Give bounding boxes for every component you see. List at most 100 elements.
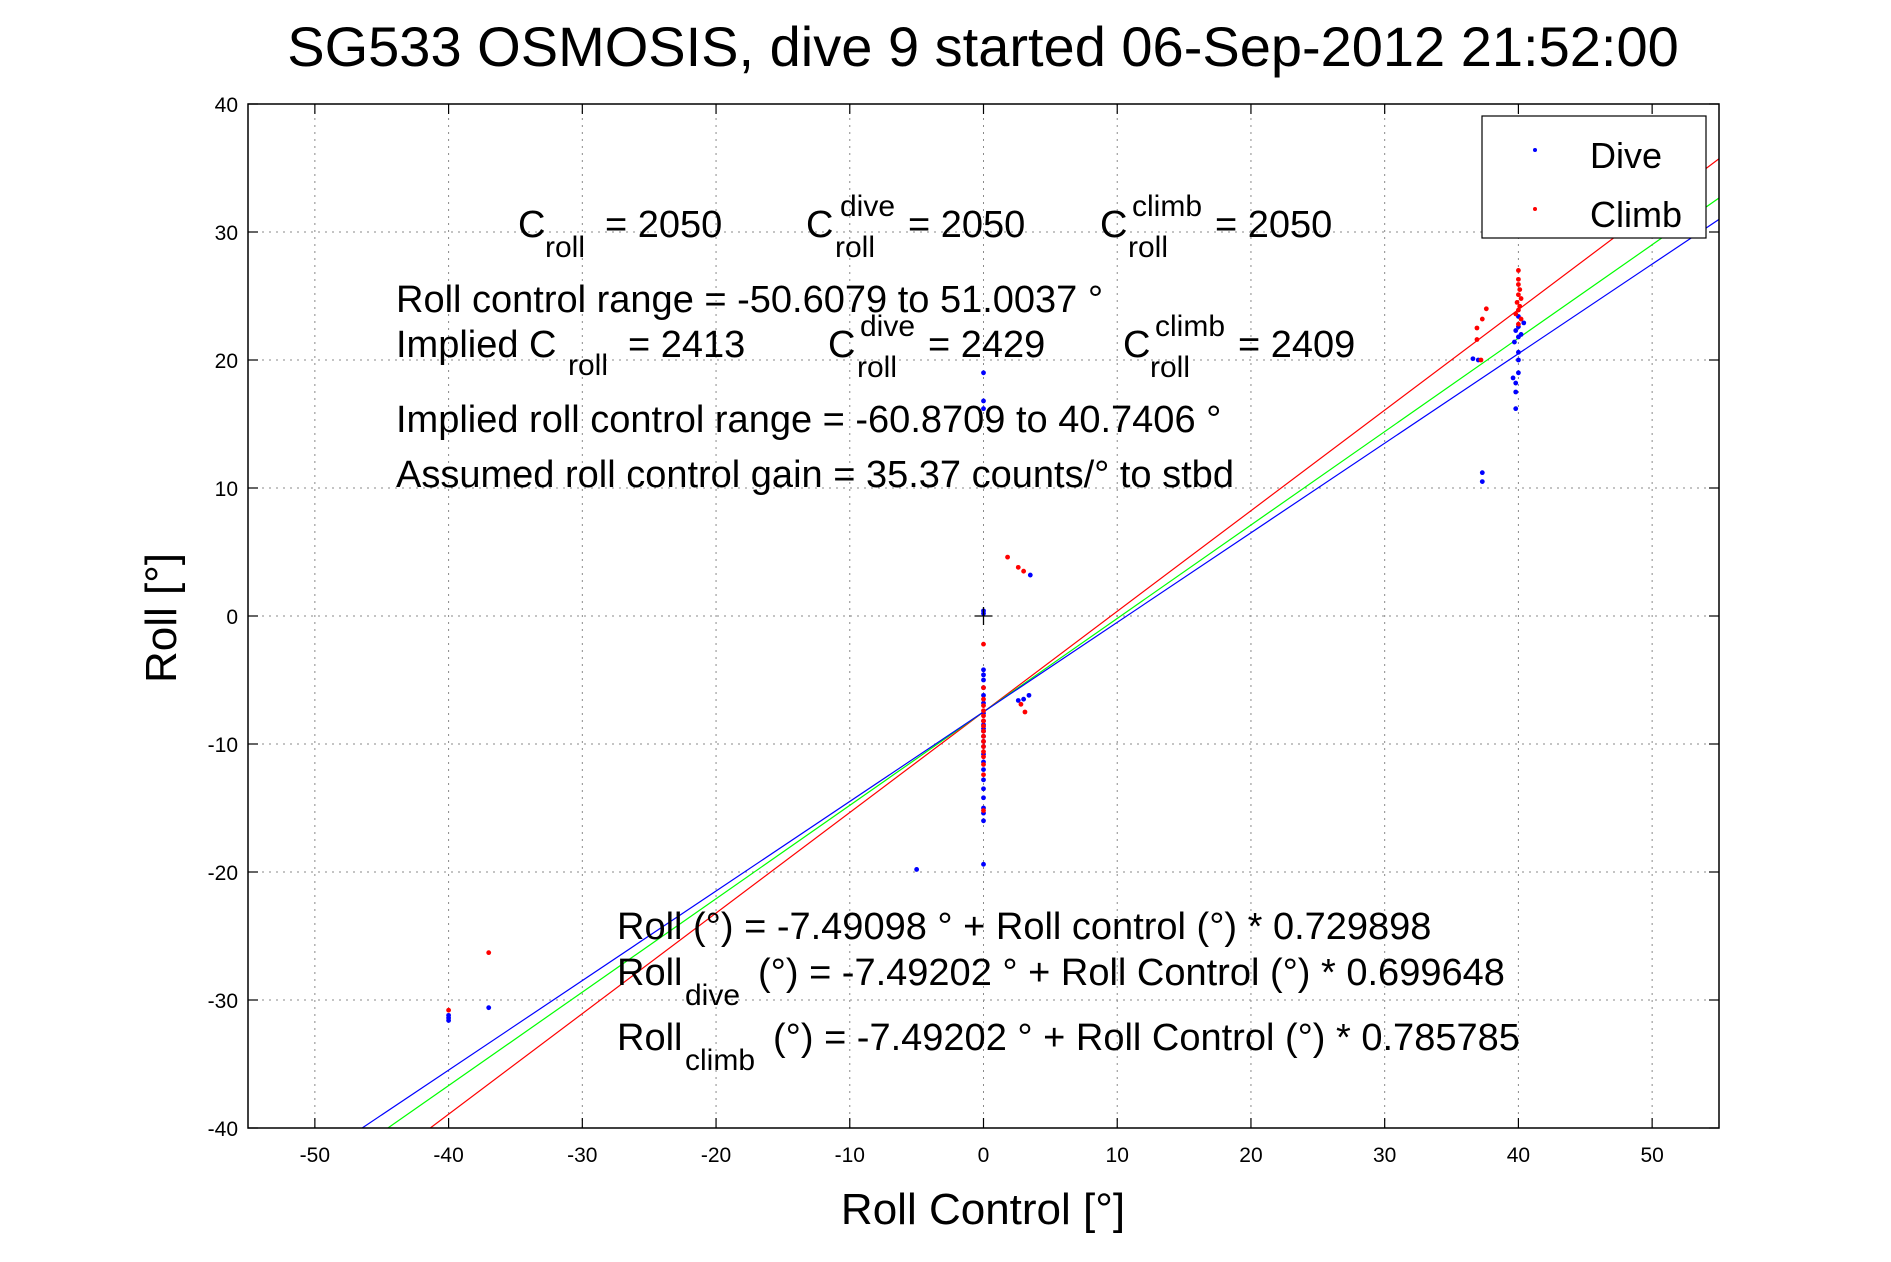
data-point-climb <box>446 1007 451 1013</box>
data-point-climb <box>1018 701 1024 707</box>
implied-dive-superscript: dive <box>860 310 915 343</box>
data-point-climb <box>981 762 986 767</box>
data-point-dive <box>981 767 986 772</box>
implied-climb-subscript: roll <box>1150 351 1190 384</box>
x-tick-label: 50 <box>1640 1144 1663 1167</box>
data-point-dive <box>981 861 986 867</box>
legend-label-climb: Climb <box>1590 194 1682 235</box>
data-point-climb <box>981 708 986 714</box>
data-point-climb <box>1015 564 1021 570</box>
data-point-climb <box>981 772 986 778</box>
data-point-climb <box>981 713 986 719</box>
data-point-climb <box>981 685 986 691</box>
data-point-dive <box>1470 356 1476 362</box>
data-point-dive <box>1513 389 1519 395</box>
legend: Dive Climb <box>1481 115 1707 239</box>
data-point-dive <box>1510 375 1516 381</box>
data-point-dive <box>1027 572 1033 578</box>
implied-subscript: roll <box>568 349 608 382</box>
data-point-dive <box>446 1015 451 1021</box>
data-point-dive <box>981 672 986 678</box>
cdive-superscript: dive <box>840 190 895 223</box>
data-point-climb <box>1022 709 1028 715</box>
cdive-subscript: roll <box>835 231 875 264</box>
data-point-climb <box>1516 276 1521 282</box>
data-point-climb <box>486 950 492 956</box>
data-point-climb <box>1483 306 1489 312</box>
fit-climb-subscript: climb <box>685 1044 755 1077</box>
legend-label-dive: Dive <box>1590 135 1662 176</box>
fit-dive-text: (°) = -7.49202 ° + Roll Control (°) * 0.… <box>758 952 1505 994</box>
data-point-dive <box>981 406 986 412</box>
data-point-dive <box>1516 349 1521 355</box>
y-tick-label: 40 <box>215 94 238 117</box>
y-tick-label: 30 <box>215 222 238 245</box>
data-point-dive <box>914 867 920 872</box>
fit-climb-text: (°) = -7.49202 ° + Roll Control (°) * 0.… <box>773 1017 1520 1059</box>
chart-title: SG533 OSMOSIS, dive 9 started 06-Sep-201… <box>287 15 1679 78</box>
data-point-climb <box>981 718 986 724</box>
data-point-climb <box>1516 292 1521 298</box>
data-point-climb <box>981 739 986 744</box>
data-point-dive <box>1015 698 1021 703</box>
legend-box <box>1481 115 1707 239</box>
data-point-dive <box>1513 406 1519 412</box>
data-point-climb <box>981 696 986 702</box>
data-point-climb <box>1474 337 1480 342</box>
data-point-dive <box>1518 332 1524 337</box>
config-annotation: C roll = 2050 C dive roll = 2050 C climb… <box>396 190 1355 496</box>
implied-value: = 2413 <box>628 324 745 366</box>
x-tick-label: 20 <box>1239 1144 1262 1167</box>
data-point-dive <box>981 370 986 376</box>
data-point-climb <box>1478 357 1484 363</box>
implied-climb-value: = 2409 <box>1238 324 1355 366</box>
x-tick-label: 30 <box>1373 1144 1396 1167</box>
cclimb-value: = 2050 <box>1215 204 1332 246</box>
data-point-dive <box>1021 696 1027 702</box>
legend-swatch-climb <box>1533 207 1537 211</box>
implied-climb-superscript: climb <box>1155 310 1225 343</box>
data-point-dive <box>1479 479 1485 484</box>
x-tick-label: -30 <box>567 1144 597 1167</box>
data-point-climb <box>1517 303 1523 309</box>
y-tick-label: -30 <box>208 990 238 1013</box>
data-point-climb <box>981 749 986 755</box>
data-point-dive <box>1479 470 1485 476</box>
implied-dive-subscript: roll <box>857 351 897 384</box>
data-point-climb <box>981 808 986 813</box>
cclimb-subscript: roll <box>1128 231 1168 264</box>
data-point-climb <box>981 733 986 739</box>
x-tick-label: 10 <box>1106 1144 1129 1167</box>
data-point-dive <box>981 777 986 783</box>
legend-swatch-dive <box>1533 148 1537 152</box>
y-tick-label: -20 <box>208 862 238 885</box>
data-point-climb <box>981 744 986 749</box>
fit-dive-subscript: dive <box>685 979 740 1012</box>
implied-climb-label: C <box>1123 324 1150 366</box>
y-axis-label: Roll [°] <box>137 553 186 683</box>
y-tick-label: 10 <box>215 478 238 501</box>
data-point-dive <box>981 795 986 801</box>
x-tick-label: 40 <box>1507 1144 1530 1167</box>
x-tick-label: -50 <box>300 1144 330 1167</box>
cclimb-superscript: climb <box>1132 190 1202 223</box>
data-points <box>446 268 1527 1023</box>
croll-label: C <box>518 204 545 246</box>
data-point-dive <box>981 667 986 673</box>
implied-dive-value: = 2429 <box>928 324 1045 366</box>
range-text: Roll control range = -50.6079 to 51.0037… <box>396 279 1103 321</box>
y-ticks: -40 -30 -20 -10 0 10 20 30 40 <box>208 94 1719 1141</box>
fit-climb-label: Roll <box>617 1017 682 1059</box>
data-point-climb <box>1514 300 1520 305</box>
fit-dive-label: Roll <box>617 952 682 994</box>
implied-label: Implied C <box>396 324 557 366</box>
data-point-climb <box>981 641 986 647</box>
data-point-dive <box>1516 357 1521 363</box>
data-point-climb <box>1517 287 1523 292</box>
x-tick-label: -10 <box>835 1144 865 1167</box>
y-tick-label: -40 <box>208 1118 238 1141</box>
data-point-dive <box>981 786 986 792</box>
data-point-climb <box>1005 554 1010 560</box>
